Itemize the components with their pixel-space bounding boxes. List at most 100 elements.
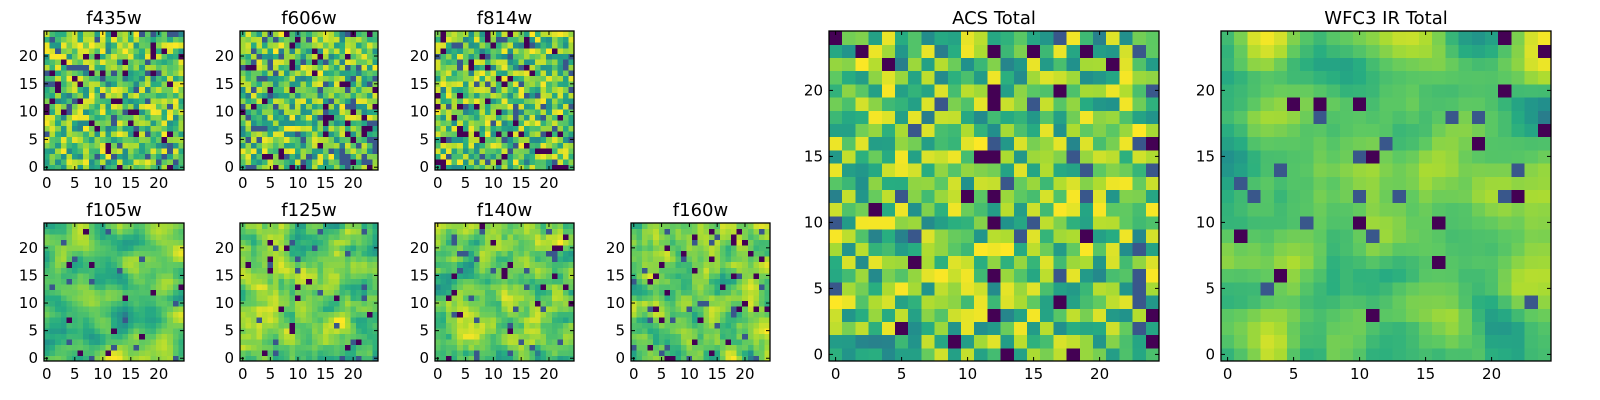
heatmap-cell (88, 42, 95, 49)
heatmap-cell (172, 114, 179, 121)
heatmap-cell (440, 223, 447, 230)
heatmap-cell (322, 327, 329, 334)
heatmap-cell (535, 327, 542, 334)
heatmap-cell (83, 164, 90, 171)
heatmap-cell (150, 261, 157, 268)
heatmap-cell (435, 338, 442, 346)
heatmap-cell (468, 164, 475, 171)
heatmap-cell (636, 327, 643, 334)
heatmap-cell (150, 114, 157, 121)
heatmap-cell (829, 295, 843, 309)
heatmap-cell (150, 125, 157, 132)
heatmap-cell (518, 103, 525, 110)
heatmap-cell (446, 64, 453, 71)
heatmap-cell (240, 97, 247, 104)
heatmap-cell (372, 31, 379, 38)
heatmap-cell (446, 153, 453, 160)
heatmap-cell (77, 31, 84, 38)
plot-frame (630, 222, 771, 362)
heatmap-cell (457, 322, 464, 329)
heatmap-cell (172, 81, 179, 88)
heatmap-cell (372, 147, 379, 154)
heatmap-cell (273, 234, 280, 241)
heatmap-cell (451, 86, 458, 93)
heatmap-cell (167, 153, 174, 160)
heatmap-cell (350, 267, 357, 274)
panel-title: f435w (86, 8, 141, 29)
heatmap-cell (77, 228, 84, 235)
heatmap-cell (66, 355, 73, 362)
heatmap-cell (44, 125, 51, 132)
heatmap-cell (339, 349, 346, 357)
heatmap-cell (647, 344, 654, 351)
heatmap-cell (77, 58, 84, 65)
heatmap-cell (161, 125, 168, 132)
heatmap-cell (535, 234, 542, 241)
heatmap-cell (529, 108, 536, 115)
heatmap-cell (273, 355, 280, 362)
heatmap-cell (88, 47, 95, 54)
heatmap-cell (546, 333, 553, 340)
heatmap-cell (1040, 189, 1054, 204)
heatmap-cell (49, 333, 56, 340)
y-tick-label: 15 (410, 266, 429, 284)
heatmap-cell (855, 308, 870, 322)
heatmap-cell (742, 283, 749, 290)
heatmap-cell (1145, 229, 1160, 243)
heatmap-cell (72, 119, 79, 127)
heatmap-cell (105, 289, 112, 296)
heatmap-cell (451, 131, 458, 138)
heatmap-cell (496, 261, 503, 268)
heatmap-cell (631, 349, 638, 357)
heatmap-cell (1000, 215, 1015, 230)
heatmap-cell (139, 223, 146, 230)
heatmap-cell (262, 142, 269, 149)
heatmap-cell (267, 58, 274, 65)
heatmap-cell (366, 119, 374, 127)
heatmap-cell (289, 333, 296, 340)
heatmap-cell (245, 125, 252, 132)
heatmap-cell (256, 239, 263, 246)
heatmap-cell (88, 36, 95, 43)
heatmap-cell (100, 97, 107, 104)
heatmap-cell (934, 281, 949, 296)
heatmap-cell (161, 31, 168, 38)
heatmap-cell (642, 355, 649, 362)
heatmap-cell (300, 103, 307, 110)
heatmap-cell (490, 272, 497, 279)
heatmap-cell (512, 349, 519, 357)
heatmap-cell (636, 283, 643, 290)
heatmap-cell (473, 58, 481, 65)
heatmap-cell (686, 300, 693, 307)
heatmap-cell (1079, 215, 1094, 230)
heatmap-cell (333, 338, 340, 346)
heatmap-cell (457, 108, 464, 115)
heatmap-cell (551, 283, 558, 290)
heatmap-cell (55, 81, 62, 88)
heatmap-cell (77, 311, 84, 318)
heatmap-cell (501, 300, 508, 307)
heatmap-cell (317, 47, 324, 54)
heatmap-cell (139, 31, 146, 38)
heatmap-cell (178, 153, 185, 160)
heatmap-cell (974, 334, 988, 349)
heatmap-cell (66, 108, 73, 115)
heatmap-cell (496, 131, 503, 138)
heatmap-cell (72, 131, 79, 138)
heatmap-cell (518, 256, 525, 263)
heatmap-cell (66, 47, 73, 54)
heatmap-cell (1053, 163, 1068, 177)
heatmap-cell (306, 294, 313, 301)
heatmap-cell (868, 163, 883, 177)
heatmap-cell (278, 36, 285, 43)
heatmap-cell (72, 245, 79, 252)
y-tick-label: 15 (215, 266, 234, 284)
heatmap-cell (267, 300, 274, 307)
heatmap-cell (311, 234, 318, 241)
heatmap-cell (273, 349, 280, 357)
heatmap-cell (167, 53, 174, 60)
heatmap-cell (306, 223, 313, 230)
heatmap-cell (562, 250, 570, 257)
heatmap-cell (1119, 189, 1134, 204)
heatmap-cell (128, 261, 135, 268)
